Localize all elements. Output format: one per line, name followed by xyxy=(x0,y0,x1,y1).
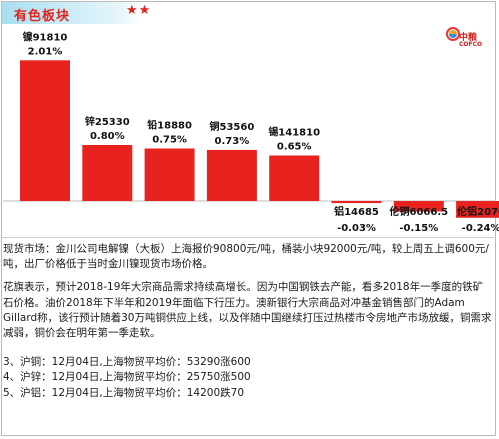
citi-paragraph: 花旗表示，预计2018-19年大宗商品需求持续高增长。因为中国钢铁去产能，看多2… xyxy=(3,281,492,340)
bar-3 xyxy=(206,149,257,201)
price-item-aluminum: 5、沪铝：12月04日,上海物贸平均价：14200跌70 xyxy=(3,386,245,399)
rating-stars: ★★ xyxy=(126,3,152,18)
value-label-6: -0.15% xyxy=(399,223,438,234)
bar-2 xyxy=(144,148,195,201)
commentary: 现货市场：金川公司电解镍（大板）上海报价90800元/吨，桶装小块92000元/… xyxy=(3,242,493,401)
category-label-0: 镍91810 xyxy=(23,30,68,43)
value-label-3: 0.73% xyxy=(215,136,250,147)
category-label-4: 锡141810 xyxy=(268,126,320,139)
cofco-logo-icon xyxy=(446,27,460,41)
divider xyxy=(2,237,494,238)
section-title: 有色板块 xyxy=(14,9,71,24)
section-header: 有色板块 xyxy=(2,2,142,24)
category-label-3: 铜53560 xyxy=(210,120,255,133)
value-label-0: 2.01% xyxy=(28,46,63,57)
market-paragraph: 现货市场：金川公司电解镍（大板）上海报价90800元/吨，桶装小块92000元/… xyxy=(3,243,489,271)
category-label-1: 锌25330 xyxy=(85,115,130,128)
price-item-copper: 3、沪铜：12月04日,上海物贸平均价：53290涨600 xyxy=(3,356,251,369)
value-label-2: 0.75% xyxy=(152,135,187,146)
category-label-7: 伦铝2070 xyxy=(457,205,499,218)
category-label-6: 伦铜6066.5 xyxy=(390,205,449,218)
value-label-1: 0.80% xyxy=(90,131,125,142)
price-item-zinc: 4、沪锌：12月04日,上海物贸平均价：25750涨500 xyxy=(3,371,251,384)
value-label-4: 0.65% xyxy=(277,142,312,153)
price-list: 3、沪铜：12月04日,上海物贸平均价：53290涨600 4、沪锌：12月04… xyxy=(3,355,493,401)
logo-text-en: COFCO xyxy=(459,41,483,48)
bar-chart: 镍91810 2.01% 锌25330 0.80% 铅18880 0.75% 铜53560 0… xyxy=(3,30,499,234)
value-label-5: -0.03% xyxy=(337,223,376,234)
value-label-7: -0.24% xyxy=(462,223,499,234)
bar-1 xyxy=(82,145,133,201)
bar-4 xyxy=(269,155,320,201)
logo-text-cn: 中粮 xyxy=(459,33,478,43)
bar-7 xyxy=(456,201,499,218)
category-label-5: 铝14685 xyxy=(334,205,379,218)
bar-0 xyxy=(20,60,70,201)
category-label-2: 铅18880 xyxy=(147,119,192,132)
bar-5 xyxy=(331,201,382,204)
bar-6 xyxy=(393,201,444,212)
